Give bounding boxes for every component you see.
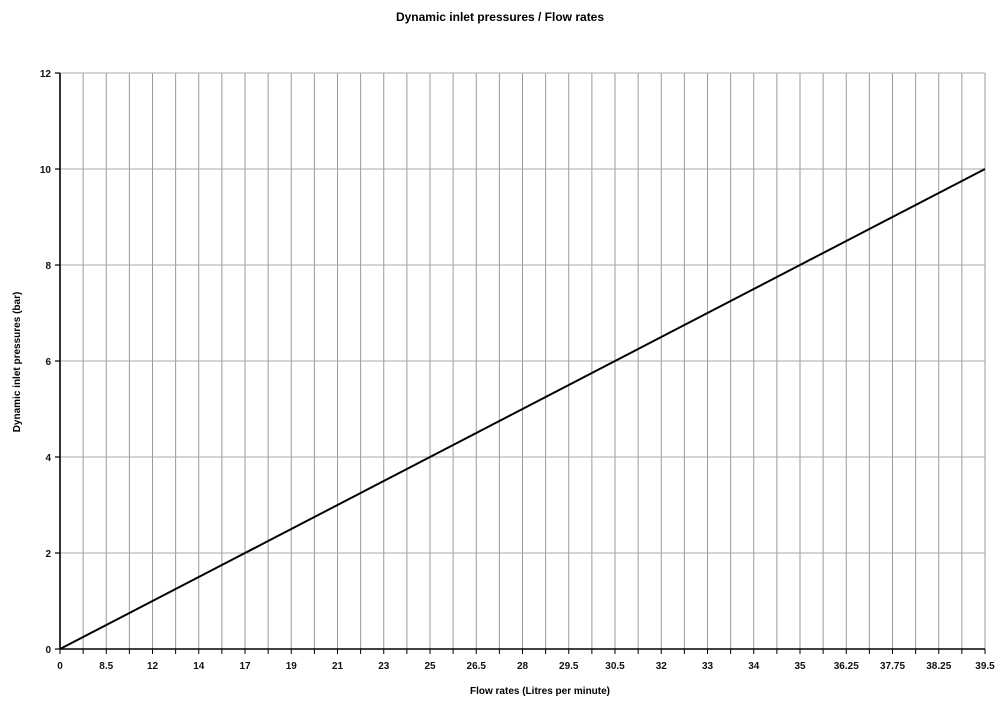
x-tick-label: 34	[748, 661, 760, 672]
x-tick-label: 35	[794, 661, 806, 672]
chart-title: Dynamic inlet pressures / Flow rates	[395, 10, 605, 24]
x-tick-label: 26.5	[467, 661, 487, 672]
y-tick-label: 6	[45, 357, 51, 368]
x-tick-label: 0	[57, 661, 63, 672]
x-tick-label: 19	[286, 661, 298, 672]
x-tick-label: 32	[656, 661, 668, 672]
tick-labels: 0 2 4 6 8 10 12 0 8.5 12 14 17 19 21 23 25 26.5 28 29.5 30.…	[40, 69, 995, 672]
y-tick-label: 2	[45, 549, 51, 560]
y-tick-label: 12	[40, 69, 52, 80]
x-tick-label: 12	[147, 661, 159, 672]
x-tick-label: 8.5	[99, 661, 113, 672]
x-tick-label: 23	[378, 661, 390, 672]
x-tick-label: 28	[517, 661, 529, 672]
grid	[60, 72, 986, 649]
y-axis-label: Dynamic inlet pressures (bar)	[12, 292, 23, 433]
series	[59, 168, 986, 650]
x-tick-label: 29.5	[559, 661, 579, 672]
y-tick-label: 4	[45, 453, 51, 464]
x-tick-label: 33	[702, 661, 714, 672]
series-line	[59, 168, 986, 650]
y-tick-label: 10	[40, 165, 52, 176]
x-tick-label: 37.75	[880, 661, 905, 672]
x-tick-label: 17	[239, 661, 251, 672]
x-tick-label: 30.5	[605, 661, 625, 672]
x-tick-label: 25	[424, 661, 436, 672]
x-tick-label: 36.25	[834, 661, 859, 672]
y-tick-label: 8	[45, 261, 51, 272]
x-tick-label: 14	[193, 661, 205, 672]
x-tick-label: 21	[332, 661, 344, 672]
x-axis-label: Flow rates (Litres per minute)	[470, 686, 610, 697]
x-tick-label: 39.5	[975, 661, 995, 672]
y-tick-label: 0	[45, 645, 51, 656]
x-tick-label: 38.25	[926, 661, 951, 672]
